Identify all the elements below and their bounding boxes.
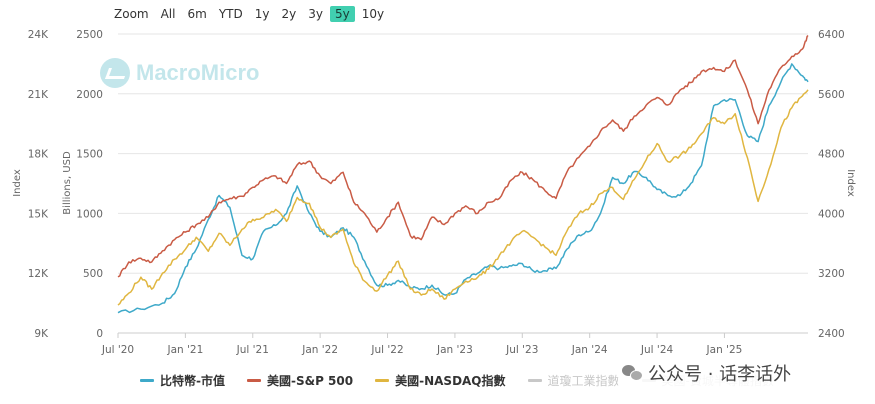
watermark-brand: MacroMicro	[136, 60, 260, 85]
right-tick-label: 4800	[818, 149, 845, 161]
macromicro-logo-icon	[100, 58, 130, 88]
right-tick-label: 5600	[818, 89, 845, 101]
legend-swatch	[246, 379, 261, 382]
wechat-account-overlay: 公众号 · 话李话外	[618, 358, 796, 388]
x-tick-label: Jan '24	[571, 344, 608, 356]
legend-item-2[interactable]: 美國-NASDAQ指數	[375, 372, 506, 389]
chart-canvas: 24K 2500 6400 21K 2000 5600 18K 1500 4800 15K 1000…	[12, 29, 856, 356]
right-tick-label: 2400	[818, 328, 845, 340]
left-inner-tick-label: 1500	[76, 149, 103, 161]
macromicro-watermark: MacroMicro	[100, 58, 259, 88]
legend-item-0[interactable]: 比特幣-市值	[140, 372, 225, 389]
x-tick-label: Jul '20	[101, 344, 134, 356]
legend-swatch	[527, 379, 542, 382]
wechat-account-text: 公众号 · 话李话外	[648, 364, 792, 385]
zoom-button-1y[interactable]: 1y	[254, 7, 270, 21]
right-tick-label: 3200	[818, 268, 845, 280]
series-line-1	[117, 34, 809, 278]
legend-label: 美國-NASDAQ指數	[395, 374, 506, 388]
legend-swatch	[375, 379, 390, 382]
legend-item-3[interactable]: 道瓊工業指數	[527, 372, 620, 389]
left-outer-axis-title: Index	[12, 169, 23, 197]
zoom-button-2y[interactable]: 2y	[281, 7, 297, 21]
x-tick-label: Jul '24	[640, 344, 674, 356]
right-tick-label: 6400	[818, 29, 845, 41]
x-tick-label: Jan '21	[166, 344, 203, 356]
legend-label: 道瓊工業指數	[547, 374, 620, 388]
x-tick-label: Jan '25	[706, 344, 743, 356]
zoom-button-6m[interactable]: 6m	[187, 7, 207, 21]
left-outer-tick-label: 9K	[34, 328, 49, 340]
x-tick-label: Jan '22	[301, 344, 338, 356]
right-axis-title: Index	[845, 169, 856, 197]
series-line-2	[117, 89, 809, 306]
series-line-0	[117, 63, 809, 314]
left-outer-tick-label: 24K	[28, 29, 49, 41]
zoom-toolbar: Zoom All 6m YTD 1y 2y 3y 5y 10y	[112, 4, 389, 24]
zoom-button-ytd[interactable]: YTD	[218, 7, 243, 21]
left-outer-tick-label: 15K	[28, 208, 49, 220]
left-outer-tick-label: 18K	[28, 149, 49, 161]
left-outer-tick-label: 21K	[28, 89, 49, 101]
zoom-button-3y[interactable]: 3y	[308, 7, 323, 21]
legend-swatch	[140, 379, 154, 382]
left-inner-tick-label: 2000	[76, 89, 103, 101]
legend-label: 比特幣-市值	[160, 374, 225, 388]
legend-label: 美國-S&P 500	[266, 374, 354, 388]
left-inner-tick-label: 1000	[76, 208, 103, 220]
x-tick-label: Jul '23	[505, 344, 538, 356]
legend-item-1[interactable]: 美國-S&P 500	[246, 372, 354, 389]
left-inner-axis-title: Billions, USD	[62, 151, 73, 215]
zoom-button-all[interactable]: All	[160, 7, 176, 21]
left-outer-tick-label: 12K	[28, 268, 49, 280]
left-inner-tick-label: 2500	[76, 29, 103, 41]
right-tick-label: 4000	[818, 208, 845, 220]
zoom-button-10y[interactable]: 10y	[361, 7, 385, 21]
left-inner-tick-label: 500	[83, 268, 103, 280]
x-tick-label: Jul '21	[236, 344, 269, 356]
zoom-label: Zoom	[114, 7, 149, 21]
x-tick-label: Jan '23	[436, 344, 473, 356]
zoom-button-5y[interactable]: 5y	[329, 6, 355, 22]
left-inner-tick-label: 0	[96, 328, 103, 340]
x-tick-label: Jul '22	[370, 344, 403, 356]
wechat-icon	[622, 365, 643, 381]
